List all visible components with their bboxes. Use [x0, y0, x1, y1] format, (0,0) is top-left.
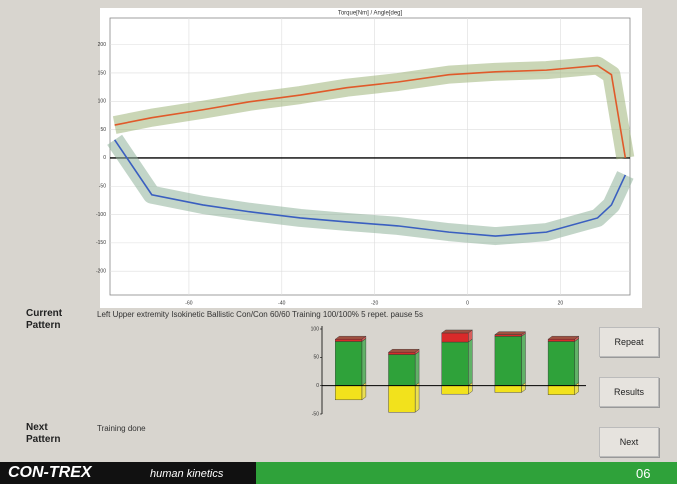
bar-top [441, 329, 473, 334]
y-tick-label: 150 [98, 70, 107, 76]
bar [388, 385, 416, 413]
x-tick-label: -20 [371, 300, 378, 306]
y-tick-label: 0 [316, 383, 319, 389]
y-tick-label: -150 [96, 240, 106, 246]
y-tick-label: 100 [311, 326, 320, 332]
bar [388, 354, 416, 386]
bar [547, 385, 575, 395]
brand-sub: human kinetics [150, 468, 224, 480]
current-label: Current Pattern [26, 308, 63, 331]
chart-title: Torque[Nm] / Angle[deg] [338, 11, 403, 17]
bar-side [361, 338, 367, 387]
y-tick-label: 50 [313, 355, 319, 361]
next-button[interactable]: Next [599, 427, 659, 457]
status-bar [256, 462, 677, 484]
bar-top [334, 336, 367, 340]
bar [441, 341, 469, 386]
bar [388, 352, 416, 355]
next-label: Next Pattern [26, 422, 61, 445]
mean-line [114, 64, 627, 159]
bar-side [414, 351, 420, 387]
bar-side [468, 338, 473, 387]
current-pattern: Left Upper extremity Isokinetic Ballisti… [97, 310, 423, 319]
bar [335, 385, 363, 401]
page-number: 06 [636, 466, 651, 481]
charts: Torque[Nm] / Angle[deg] 200150100500-50-… [96, 8, 642, 417]
y-tick-label: 0 [103, 155, 106, 161]
bar [335, 341, 363, 386]
mean-line [113, 139, 627, 237]
x-tick-label: 0 [466, 300, 469, 306]
y-tick-label: -200 [96, 269, 106, 275]
x-tick-label: 20 [558, 300, 564, 306]
y-tick-label: 100 [98, 99, 107, 105]
bar-side [414, 382, 420, 413]
x-tick-label: -40 [278, 300, 285, 306]
y-tick-label: 50 [100, 127, 106, 133]
bar-side [521, 332, 526, 387]
y-tick-label: -100 [96, 212, 106, 218]
bar-top [387, 349, 420, 353]
y-tick-label: -50 [312, 411, 319, 417]
next-pattern: Training done [97, 424, 146, 433]
bar-top [547, 336, 580, 340]
brand: CON-TREX [8, 464, 92, 481]
repeat-button[interactable]: Repeat [599, 327, 659, 357]
bar [494, 336, 522, 386]
bar [335, 339, 363, 342]
y-tick-label: -50 [99, 184, 106, 190]
bar-top [494, 331, 527, 335]
brand-bar [0, 462, 256, 484]
bar-side [574, 338, 579, 387]
y-tick-label: 200 [98, 42, 107, 48]
results-button[interactable]: Results [599, 377, 659, 407]
bar [547, 339, 575, 342]
bar [494, 385, 522, 393]
bar [441, 332, 469, 343]
bar [547, 341, 575, 386]
x-tick-label: -60 [185, 300, 192, 306]
bar [494, 334, 522, 337]
bar [441, 385, 469, 395]
